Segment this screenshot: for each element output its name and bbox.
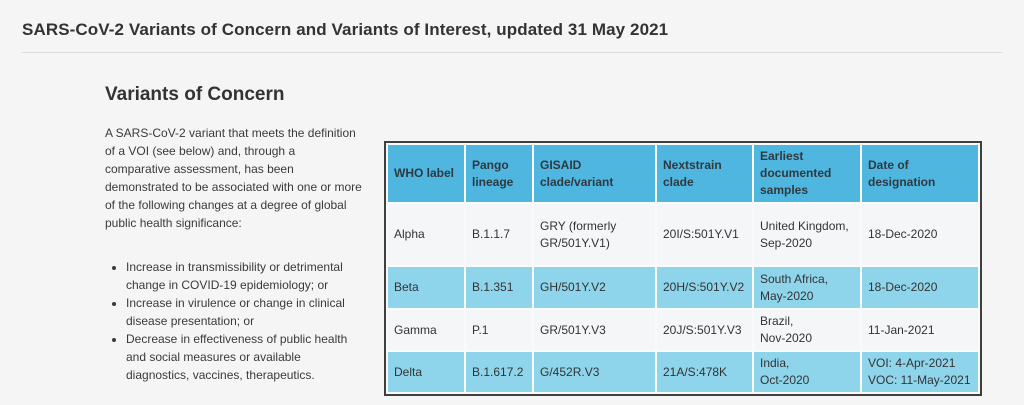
column-header-earliest-samples: Earliest documented samples (754, 145, 860, 202)
section-heading: Variants of Concern (105, 84, 285, 105)
column-header-date-of-designation: Date of designation (862, 145, 978, 202)
variants-of-concern-section: Variants of Concern A SARS-CoV-2 variant… (105, 84, 362, 384)
list-item: Increase in transmissibility or detrimen… (126, 258, 362, 294)
cell-gisaid-clade: GRY (formerly GR/501Y.V1) (534, 204, 655, 265)
table-row-gamma: Gamma P.1 GR/501Y.V3 20J/S:501Y.V3 Brazi… (388, 310, 978, 350)
cell-earliest-samples: South Africa, May-2020 (754, 267, 860, 308)
column-header-pango-lineage: Pango lineage (466, 145, 532, 202)
list-item: Decrease in effectiveness of public heal… (126, 330, 362, 384)
cell-earliest-samples: India, Oct-2020 (754, 352, 860, 392)
cell-who-label: Alpha (388, 204, 464, 265)
cell-who-label: Gamma (388, 310, 464, 350)
table-row-delta: Delta B.1.617.2 G/452R.V3 21A/S:478K Ind… (388, 352, 978, 392)
cell-date-of-designation: 11-Jan-2021 (862, 310, 978, 350)
criteria-list: Increase in transmissibility or detrimen… (105, 258, 362, 384)
cell-who-label: Delta (388, 352, 464, 392)
column-header-nextstrain-clade: Nextstrain clade (657, 145, 752, 202)
cell-earliest-samples: United Kingdom, Sep-2020 (754, 204, 860, 265)
cell-who-label: Beta (388, 267, 464, 308)
column-header-gisaid-clade: GISAID clade/variant (534, 145, 655, 202)
cell-pango-lineage: P.1 (466, 310, 532, 350)
cell-nextstrain-clade: 20J/S:501Y.V3 (657, 310, 752, 350)
table-row-beta: Beta B.1.351 GH/501Y.V2 20H/S:501Y.V2 So… (388, 267, 978, 308)
table-row-alpha: Alpha B.1.1.7 GRY (formerly GR/501Y.V1) … (388, 204, 978, 265)
cell-pango-lineage: B.1.351 (466, 267, 532, 308)
cell-nextstrain-clade: 20I/S:501Y.V1 (657, 204, 752, 265)
table-header-row: WHO label Pango lineage GISAID clade/var… (388, 145, 978, 202)
column-header-who-label: WHO label (388, 145, 464, 202)
cell-pango-lineage: B.1.1.7 (466, 204, 532, 265)
cell-date-of-designation: VOI: 4-Apr-2021 VOC: 11-May-2021 (862, 352, 978, 392)
variants-table: WHO label Pango lineage GISAID clade/var… (384, 141, 982, 396)
cell-nextstrain-clade: 20H/S:501Y.V2 (657, 267, 752, 308)
cell-gisaid-clade: GH/501Y.V2 (534, 267, 655, 308)
cell-pango-lineage: B.1.617.2 (466, 352, 532, 392)
page-title: SARS-CoV-2 Variants of Concern and Varia… (22, 20, 669, 39)
list-item: Increase in virulence or change in clini… (126, 294, 362, 330)
section-intro: A SARS-CoV-2 variant that meets the defi… (105, 126, 362, 230)
cell-gisaid-clade: G/452R.V3 (534, 352, 655, 392)
cell-date-of-designation: 18-Dec-2020 (862, 267, 978, 308)
title-divider (22, 52, 1002, 53)
cell-gisaid-clade: GR/501Y.V3 (534, 310, 655, 350)
cell-date-of-designation: 18-Dec-2020 (862, 204, 978, 265)
cell-nextstrain-clade: 21A/S:478K (657, 352, 752, 392)
cell-earliest-samples: Brazil, Nov-2020 (754, 310, 860, 350)
